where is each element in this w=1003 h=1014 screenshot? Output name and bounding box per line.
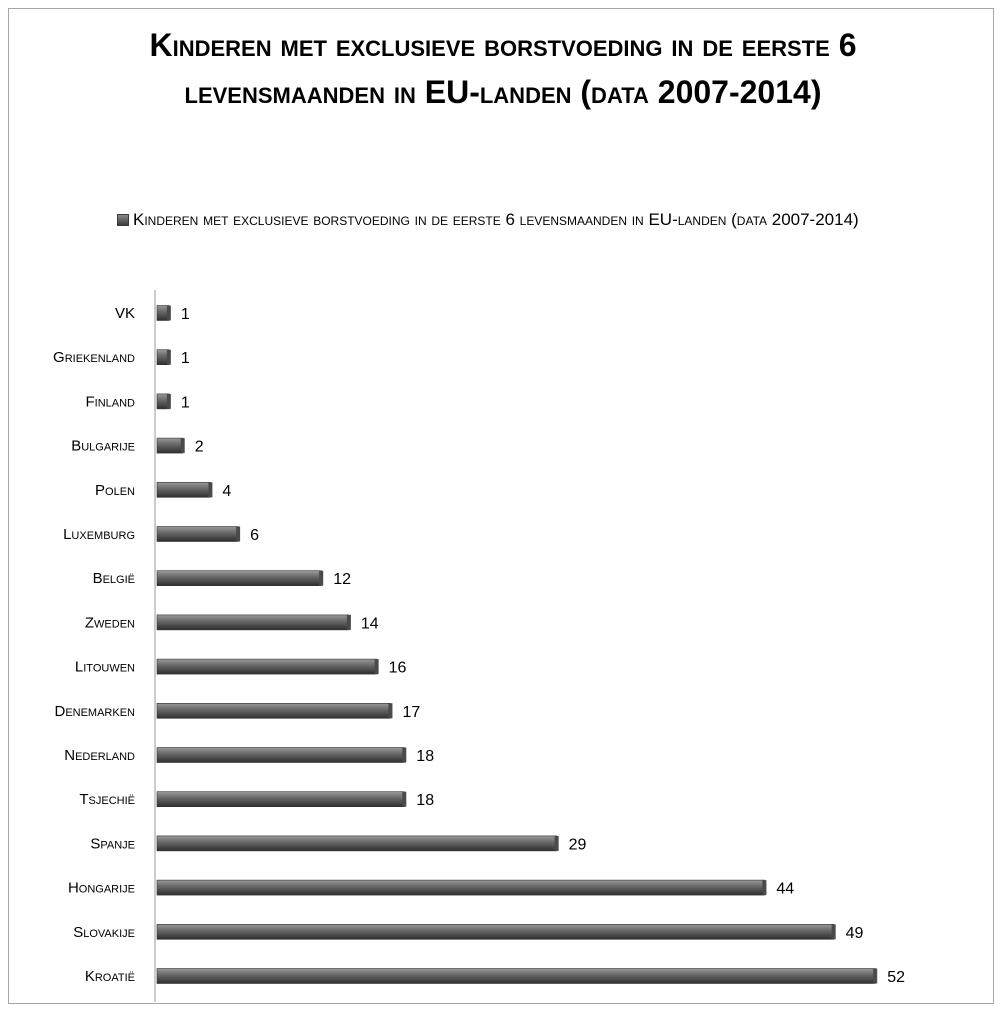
data-label: 1 (181, 350, 190, 367)
data-label: 44 (776, 881, 794, 898)
category-label: Hongarije (68, 880, 135, 897)
bar (156, 879, 765, 896)
bar-end-cap (873, 968, 878, 984)
category-label: Luxemburg (63, 526, 135, 543)
bar-end-cap (166, 393, 171, 409)
bar (156, 526, 239, 542)
legend-swatch (117, 214, 129, 226)
bar (156, 481, 211, 498)
bar-end-cap (762, 880, 767, 896)
data-label: 16 (389, 660, 407, 677)
bar (156, 702, 391, 719)
bar (156, 835, 557, 852)
category-label: Nederland (64, 747, 135, 764)
data-label: 18 (416, 792, 434, 809)
bar (156, 614, 350, 631)
category-label: Finland (85, 393, 135, 410)
data-label: 2 (195, 439, 204, 456)
bar (156, 791, 405, 808)
chart-title: Kinderen met exclusieve borstvoeding in … (149, 27, 857, 110)
bar-end-cap (374, 659, 379, 675)
category-label: Bulgarije (71, 438, 135, 455)
bar (156, 968, 876, 984)
category-label: Tsjechië (79, 791, 135, 808)
legend-label: Kinderen met exclusieve borstvoeding in … (133, 210, 859, 229)
data-label: 1 (181, 394, 190, 411)
data-label: 12 (333, 571, 351, 588)
data-label: 52 (887, 969, 905, 986)
bar-end-cap (180, 438, 185, 454)
bar (156, 570, 322, 587)
category-label: Spanje (90, 835, 135, 852)
category-label: Kroatië (85, 968, 135, 985)
data-label: 18 (416, 748, 434, 765)
category-label: Litouwen (75, 659, 135, 676)
bar (156, 923, 834, 940)
category-label: Griekenland (53, 349, 135, 366)
data-label: 14 (361, 615, 379, 632)
bar-end-cap (166, 305, 171, 321)
bar-end-cap (554, 835, 559, 851)
bar-end-cap (208, 482, 213, 498)
category-label: Denemarken (54, 703, 135, 720)
bar-end-cap (831, 924, 836, 940)
category-label: Polen (95, 482, 135, 499)
bar-end-cap (346, 614, 351, 630)
bar-end-cap (388, 703, 393, 719)
data-label: 49 (846, 925, 864, 942)
category-label: VK (115, 305, 135, 322)
bar (156, 658, 377, 675)
data-label: 6 (250, 527, 259, 544)
category-label: België (93, 570, 135, 587)
data-label: 17 (402, 704, 420, 721)
bar-end-cap (166, 349, 171, 365)
bar-end-cap (236, 526, 241, 542)
category-label: Slovakije (73, 924, 135, 941)
legend: Kinderen met exclusieve borstvoeding in … (117, 207, 967, 233)
bar-end-cap (402, 791, 407, 807)
bar (156, 747, 405, 763)
bar-end-cap (402, 747, 407, 763)
category-label: Zweden (85, 614, 135, 631)
data-label: 29 (569, 836, 587, 853)
bar-end-cap (319, 570, 324, 586)
data-label: 1 (181, 306, 190, 323)
bar (156, 437, 184, 454)
data-label: 4 (222, 483, 231, 500)
